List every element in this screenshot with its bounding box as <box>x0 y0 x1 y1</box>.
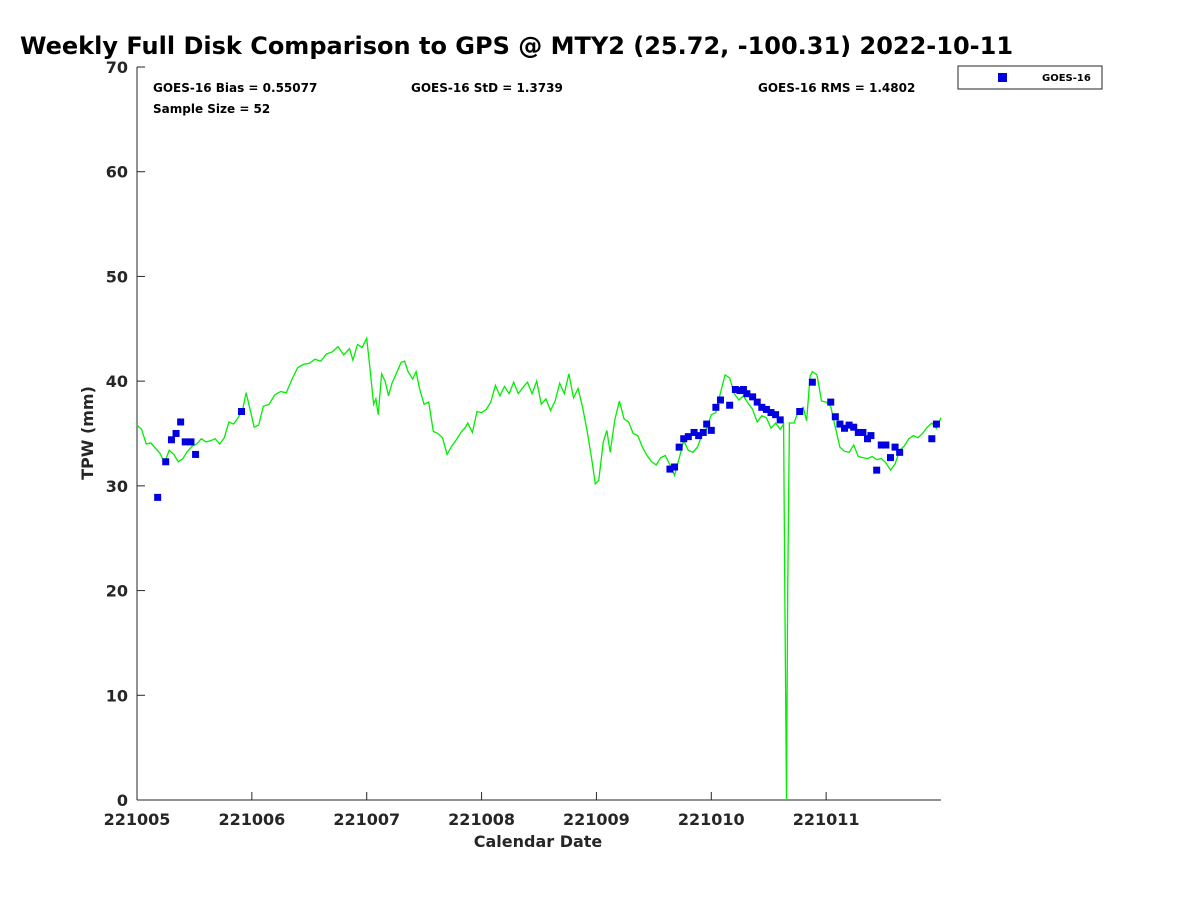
x-tick-label: 221010 <box>678 810 745 829</box>
y-tick-label: 20 <box>106 582 128 601</box>
goes16-data-point <box>873 466 881 474</box>
x-tick-label: 221009 <box>563 810 630 829</box>
x-ticks: 221005 221006 221007 221008 221009 221010 2210… <box>104 792 860 829</box>
legend: GOES-16 <box>957 65 1103 90</box>
y-axis-label: TPW (mm) <box>78 386 97 480</box>
goes16-data-point <box>695 432 703 440</box>
goes16-data-point <box>859 428 867 436</box>
x-axis-label: Calendar Date <box>474 832 603 851</box>
goes16-data-point <box>675 443 683 451</box>
goes16-data-point <box>762 405 770 413</box>
goes16-data-point <box>238 408 246 416</box>
goes16-data-point <box>712 403 720 411</box>
goes16-data-point <box>758 403 766 411</box>
goes16-data-point <box>743 390 751 398</box>
y-tick-label: 50 <box>106 267 128 286</box>
goes16-data-point <box>699 428 707 436</box>
y-tick-label: 60 <box>106 163 128 182</box>
goes16-data-point <box>932 420 940 428</box>
goes16-data-point <box>808 378 816 386</box>
goes16-data-point <box>167 436 175 444</box>
std-stat: GOES-16 StD = 1.3739 <box>411 81 563 95</box>
goes16-data-point <box>684 433 692 441</box>
goes16-marker-layer <box>154 378 940 501</box>
x-tick-label: 221005 <box>104 810 171 829</box>
gps-line-layer <box>136 335 942 801</box>
goes16-data-point <box>680 435 688 443</box>
y-tick-label: 40 <box>106 372 128 391</box>
y-tick-label: 0 <box>117 791 128 810</box>
goes16-data-point <box>703 420 711 428</box>
goes16-data-point <box>739 386 747 394</box>
x-tick-label: 221008 <box>448 810 515 829</box>
goes16-data-point <box>192 450 200 458</box>
goes16-data-point <box>177 418 185 426</box>
goes16-data-point <box>731 386 739 394</box>
goes16-data-point <box>831 413 839 421</box>
y-tick-label: 10 <box>106 686 128 705</box>
goes16-data-point <box>841 424 849 432</box>
x-tick-label: 221011 <box>793 810 860 829</box>
legend-marker-square <box>998 73 1007 82</box>
x-tick-label: 221006 <box>218 810 285 829</box>
plot-area <box>136 335 942 801</box>
goes16-data-point <box>896 448 904 456</box>
goes16-data-point <box>796 408 804 416</box>
goes16-data-point <box>836 420 844 428</box>
rms-stat: GOES-16 RMS = 1.4802 <box>758 81 915 95</box>
goes16-data-point <box>172 430 180 437</box>
goes16-data-point <box>928 435 936 443</box>
goes16-data-point <box>154 493 162 501</box>
y-tick-label: 30 <box>106 477 128 496</box>
sample-size-stat: Sample Size = 52 <box>153 102 270 116</box>
x-tick-label: 221007 <box>333 810 400 829</box>
goes16-data-point <box>867 432 875 440</box>
legend-label-goes16: GOES-16 <box>1042 73 1091 84</box>
goes16-data-point <box>827 398 835 406</box>
y-ticks: 0 10 20 30 40 50 60 70 <box>106 58 145 810</box>
goes16-data-point <box>877 441 885 449</box>
goes16-data-point <box>845 421 853 429</box>
goes16-data-point <box>187 438 195 446</box>
goes16-data-point <box>772 411 780 419</box>
goes16-data-point <box>707 426 715 434</box>
goes16-data-point <box>162 458 170 466</box>
goes16-data-point <box>891 443 899 451</box>
gps-tpw-line <box>136 335 942 801</box>
goes16-data-point <box>753 398 761 406</box>
goes16-data-point <box>767 409 775 417</box>
goes16-data-point <box>666 465 674 473</box>
axes: 0 10 20 30 40 50 60 70 221005 221006 221007 221008… <box>104 58 941 829</box>
goes16-data-point <box>690 428 698 436</box>
goes16-data-point <box>776 416 784 424</box>
legend-box <box>957 65 1103 90</box>
y-tick-label: 70 <box>106 58 128 77</box>
goes16-data-point <box>181 438 189 446</box>
goes16-data-point <box>716 396 724 404</box>
goes16-data-point <box>671 463 679 471</box>
goes16-data-point <box>726 401 734 409</box>
bias-stat: GOES-16 Bias = 0.55077 <box>153 81 317 95</box>
goes16-data-point <box>886 454 894 462</box>
goes16-data-point <box>749 393 757 401</box>
goes16-data-point <box>850 423 858 431</box>
goes16-data-point <box>882 441 890 449</box>
chart-title: Weekly Full Disk Comparison to GPS @ MTY… <box>20 32 1013 60</box>
goes16-data-point <box>854 428 862 436</box>
